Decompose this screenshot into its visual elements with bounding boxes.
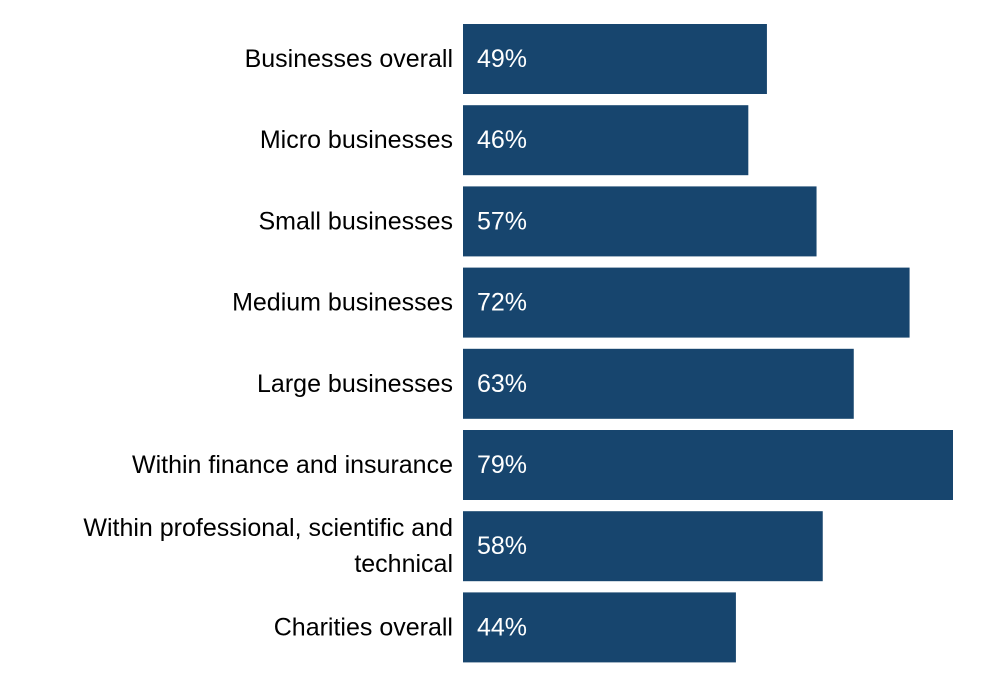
- bar-medium-businesses: [463, 267, 910, 338]
- category-label-medium-businesses: Medium businesses: [232, 289, 453, 317]
- value-label-micro-businesses: 46%: [477, 126, 527, 154]
- bar-micro-businesses: [463, 105, 749, 176]
- category-label-within-finance-and-insurance: Within finance and insurance: [132, 451, 453, 479]
- category-label-micro-businesses: Micro businesses: [260, 126, 453, 154]
- category-label-charities-overall: Charities overall: [274, 613, 453, 641]
- value-labels-group: 49% 46% 57% 72% 63% 79% 58% 44%: [477, 45, 527, 641]
- category-labels-group: Businesses overall Micro businesses Small …: [83, 45, 453, 641]
- value-label-businesses-overall: 49%: [477, 45, 527, 73]
- bar-within-finance-and-insurance: [463, 430, 953, 500]
- bar-businesses-overall: [463, 24, 767, 94]
- bar-small-businesses: [463, 186, 817, 257]
- value-label-large-businesses: 63%: [477, 370, 527, 398]
- bars-group: [463, 24, 953, 663]
- bar-within-professional-scientific-and-technical: [463, 511, 823, 582]
- bar-large-businesses: [463, 348, 854, 419]
- value-label-within-professional-scientific-and-technical: 58%: [477, 532, 527, 560]
- bar-charities-overall: [463, 592, 736, 663]
- category-label-businesses-overall: Businesses overall: [245, 45, 453, 73]
- category-label-within-professional-scientific-and-technical: Within professional, scientific and techn…: [83, 514, 453, 578]
- value-label-within-finance-and-insurance: 79%: [477, 451, 527, 479]
- category-label-large-businesses: Large businesses: [257, 370, 453, 398]
- category-label-small-businesses: Small businesses: [258, 207, 453, 235]
- value-label-small-businesses: 57%: [477, 207, 527, 235]
- value-label-medium-businesses: 72%: [477, 289, 527, 317]
- value-label-charities-overall: 44%: [477, 613, 527, 641]
